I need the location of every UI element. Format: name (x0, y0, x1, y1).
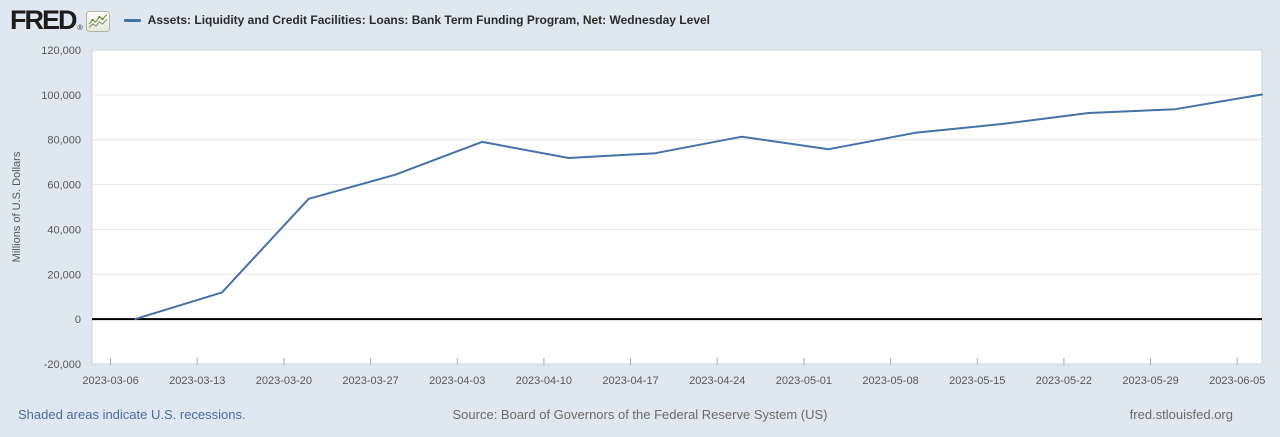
x-tick-label: 2023-03-20 (256, 375, 312, 387)
y-tick-label: 60,000 (47, 180, 81, 192)
y-tick-label: 120,000 (41, 45, 81, 57)
y-tick-label: 0 (75, 314, 81, 326)
x-tick-label: 2023-05-29 (1122, 375, 1178, 387)
line-chart-icon (85, 10, 110, 32)
plot-area (91, 49, 1263, 365)
x-tick-label: 2023-04-24 (689, 375, 745, 387)
x-tick-label: 2023-04-03 (429, 375, 485, 387)
x-tick-label: 2023-04-17 (602, 375, 658, 387)
x-tick-label: 2023-04-10 (516, 375, 572, 387)
source-attribution: Source: Board of Governors of the Federa… (452, 407, 828, 422)
x-tick-label: 2023-05-22 (1036, 375, 1092, 387)
x-tick-label: 2023-05-15 (949, 375, 1005, 387)
y-axis-title: Millions of U.S. Dollars (11, 151, 23, 262)
fred-site-link[interactable]: fred.stlouisfed.org (1129, 407, 1233, 422)
x-tick-label: 2023-05-08 (862, 375, 918, 387)
x-tick-label: 2023-05-01 (776, 375, 832, 387)
x-tick-label: 2023-03-13 (169, 375, 225, 387)
fred-logo[interactable]: FRED ® (10, 4, 110, 35)
chart-footer: Shaded areas indicate U.S. recessions. S… (0, 407, 1280, 423)
x-tick-label: 2023-03-27 (342, 375, 398, 387)
fred-logo-text: FRED (10, 4, 77, 35)
y-tick-label: 40,000 (47, 224, 81, 236)
recessions-note-link[interactable]: Shaded areas indicate U.S. recessions. (18, 407, 246, 422)
y-tick-label: 20,000 (47, 269, 81, 281)
chart-header: FRED ® Assets: Liquidity and Credit F (10, 5, 710, 35)
legend-line-swatch (123, 18, 141, 22)
series-legend[interactable]: Assets: Liquidity and Credit Facilities:… (123, 13, 710, 27)
x-tick-label: 2023-03-06 (82, 375, 138, 387)
y-tick-label: -20,000 (44, 359, 81, 371)
series-line[interactable] (134, 93, 1263, 321)
series-title: Assets: Liquidity and Credit Facilities:… (147, 13, 710, 27)
x-tick-label: 2023-06-05 (1209, 375, 1265, 387)
registered-trademark-mark: ® (77, 24, 83, 32)
y-tick-label: 100,000 (41, 90, 81, 102)
y-tick-label: 80,000 (47, 135, 81, 147)
